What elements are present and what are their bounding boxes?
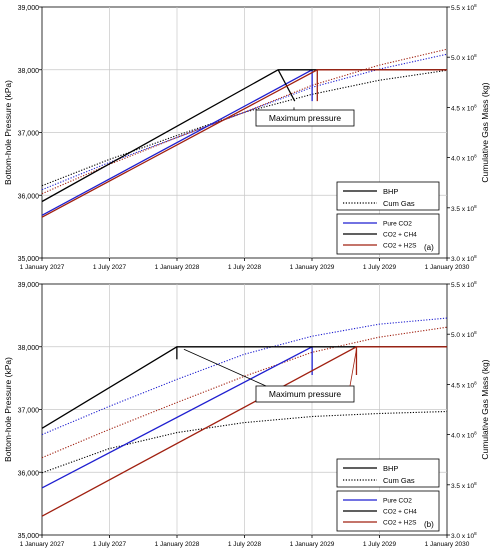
y2-tick-exponent: 8 (474, 380, 477, 385)
annotation-pointer (183, 348, 267, 387)
x-tick-label: 1 January 2028 (155, 541, 200, 548)
y-axis-title: Bottom-hole Pressure (kPa) (3, 357, 13, 462)
y2-tick-label: 3.5 x 108 (451, 204, 477, 213)
y-tick-label: 35,000 (18, 533, 40, 540)
y-axis-title: Bottom-hole Pressure (kPa) (3, 80, 13, 185)
legend-style (336, 181, 440, 211)
y2-tick-label: 4.5 x 108 (451, 380, 477, 389)
cum-gas-line-co2-h2s (41, 326, 448, 459)
y2-tick-exponent: 8 (474, 53, 477, 58)
x-tick-label: 1 July 2027 (93, 541, 127, 548)
y-tick-label: 36,000 (18, 470, 40, 477)
legend-item-bhp: BHP (383, 464, 398, 473)
annotation-text: Maximum pressure (269, 113, 342, 123)
y-tick-label: 35,000 (18, 256, 40, 263)
legend-item-cum-gas: Cum Gas (383, 476, 415, 485)
y-tick-label: 37,000 (18, 131, 40, 138)
x-tick-label: 1 January 2030 (425, 264, 470, 271)
legend-item-pure-co2: Pure CO2 (383, 221, 412, 228)
y2-tick-exponent: 8 (474, 431, 477, 436)
y2-tick-mantissa: 4.5 x 10 (451, 105, 475, 112)
bhp-line-pure-co2 (41, 69, 313, 216)
y-tick-label: 39,000 (18, 5, 40, 12)
annotation-pointer (349, 349, 357, 387)
y2-tick-label: 3.5 x 108 (451, 481, 477, 490)
y2-tick-mantissa: 3.5 x 10 (451, 483, 475, 490)
y2-tick-mantissa: 5.5 x 10 (451, 282, 475, 289)
legend-item-co2-h2s: CO2 + H2S (383, 520, 417, 527)
y2-tick-exponent: 8 (474, 103, 477, 108)
y2-tick-label: 5.0 x 108 (451, 330, 477, 339)
y-tick-label: 38,000 (18, 68, 40, 75)
y2-tick-mantissa: 4.0 x 10 (451, 433, 475, 440)
x-tick-label: 1 July 2028 (228, 541, 262, 548)
panel-label: (b) (424, 520, 434, 529)
x-tick-label: 1 January 2028 (155, 264, 200, 271)
x-tick-label: 1 January 2030 (425, 541, 470, 548)
y-tick-label: 39,000 (18, 282, 40, 289)
x-tick-label: 1 July 2028 (228, 264, 262, 271)
legend-item-pure-co2: Pure CO2 (383, 498, 412, 505)
y-tick-label: 36,000 (18, 193, 40, 200)
y2-tick-mantissa: 3.0 x 10 (451, 533, 475, 540)
y2-tick-label: 4.0 x 108 (451, 431, 477, 440)
y2-tick-label: 5.0 x 108 (451, 53, 477, 62)
x-tick-label: 1 January 2029 (290, 541, 335, 548)
y2-tick-exponent: 8 (474, 531, 477, 536)
x-tick-label: 1 January 2027 (20, 264, 65, 271)
y2-tick-exponent: 8 (474, 3, 477, 8)
legend-item-co2-ch4: CO2 + CH4 (383, 509, 417, 516)
y2-tick-label: 3.0 x 108 (451, 254, 477, 263)
y2-tick-label: 5.5 x 108 (451, 3, 477, 12)
y2-tick-mantissa: 4.5 x 10 (451, 382, 475, 389)
x-tick-label: 1 July 2029 (363, 541, 397, 548)
y2-tick-mantissa: 5.0 x 10 (451, 332, 475, 339)
y2-tick-exponent: 8 (474, 280, 477, 285)
cum-gas-line-co2-ch4 (41, 410, 448, 474)
y2-axis-title: Cumulative Gas Mass (kg) (480, 82, 490, 182)
y2-tick-label: 3.0 x 108 (451, 531, 477, 540)
annotation-box (255, 385, 355, 403)
y2-tick-exponent: 8 (474, 330, 477, 335)
y2-tick-exponent: 8 (474, 154, 477, 159)
legend-style (336, 458, 440, 488)
panel-label: (a) (424, 243, 434, 252)
y-tick-label: 38,000 (18, 345, 40, 352)
cum-gas-line-pure-co2 (41, 317, 448, 436)
y2-tick-exponent: 8 (474, 481, 477, 486)
cum-gas-line-co2-ch4 (41, 69, 448, 187)
legend-item-bhp: BHP (383, 187, 398, 196)
y2-tick-label: 5.5 x 108 (451, 280, 477, 289)
y2-tick-mantissa: 3.0 x 10 (451, 256, 475, 263)
y2-axis-title: Cumulative Gas Mass (kg) (480, 359, 490, 459)
y2-tick-mantissa: 3.5 x 10 (451, 206, 475, 213)
y-tick-label: 37,000 (18, 408, 40, 415)
bhp-drop-co2-ch4 (277, 69, 296, 102)
annotation-text: Maximum pressure (269, 389, 342, 399)
x-tick-label: 1 January 2029 (290, 264, 335, 271)
y2-tick-exponent: 8 (474, 204, 477, 209)
y2-tick-mantissa: 5.5 x 10 (451, 5, 475, 12)
y2-tick-label: 4.0 x 108 (451, 154, 477, 163)
y2-tick-mantissa: 5.0 x 10 (451, 55, 475, 62)
legend-item-cum-gas: Cum Gas (383, 199, 415, 208)
x-tick-label: 1 July 2027 (93, 264, 127, 271)
y2-tick-mantissa: 4.0 x 10 (451, 156, 475, 163)
x-tick-label: 1 July 2029 (363, 264, 397, 271)
y2-tick-exponent: 8 (474, 254, 477, 259)
bhp-line-pure-co2 (41, 346, 313, 489)
cum-gas-line-pure-co2 (41, 53, 448, 191)
y2-tick-label: 4.5 x 108 (451, 103, 477, 112)
legend-item-co2-h2s: CO2 + H2S (383, 243, 417, 250)
x-tick-label: 1 January 2027 (20, 541, 65, 548)
annotation-box (255, 109, 355, 127)
legend-item-co2-ch4: CO2 + CH4 (383, 232, 417, 239)
